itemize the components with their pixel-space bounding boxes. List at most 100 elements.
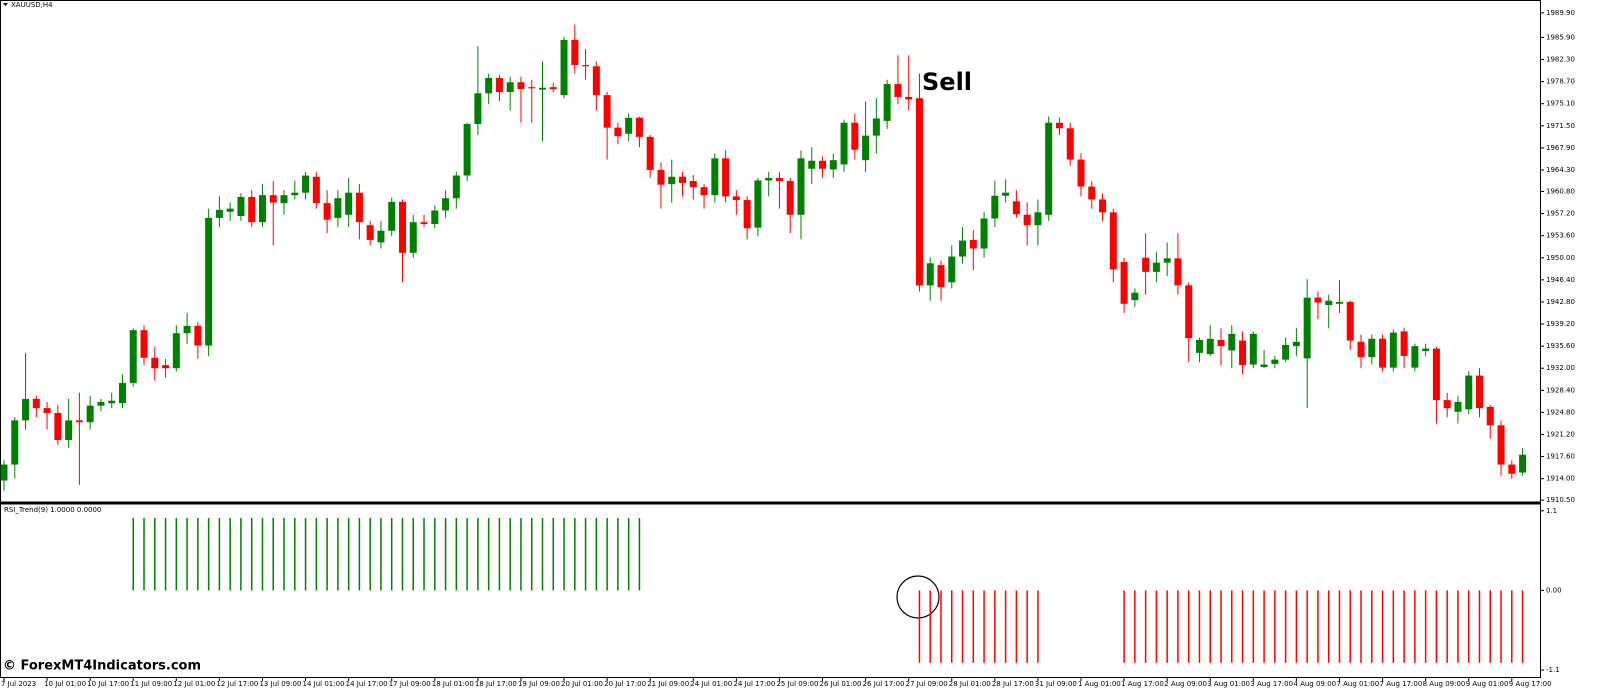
candle-body [775, 177, 783, 182]
candle-body [1002, 192, 1010, 196]
candle-body [592, 66, 600, 96]
candle-body [1195, 339, 1203, 353]
x-tick-label: 31 Jul 09:00 [1035, 680, 1077, 688]
candle-body [108, 400, 116, 404]
candle-body [1228, 333, 1236, 351]
candle-body [345, 192, 353, 215]
candle-body [528, 87, 536, 89]
y-tick-label: 1964.30 [1546, 166, 1575, 174]
candle-body [280, 195, 288, 204]
frame [0, 0, 1541, 678]
candle-body [1034, 212, 1042, 226]
x-tick-label: 12 Jul 17:00 [216, 680, 258, 688]
x-tick-label: 7 Jul 2023 [1, 680, 36, 688]
x-tick-label: 8 Aug 09:00 [1423, 680, 1466, 688]
x-tick-label: 12 Jul 01:00 [173, 680, 215, 688]
candle-body [722, 158, 730, 197]
candle-body [980, 218, 988, 249]
candle-body [1174, 258, 1182, 286]
y-tick-label: 1939.20 [1546, 320, 1575, 328]
candle-body [1475, 375, 1483, 409]
x-tick-label: 24 Jul 17:00 [733, 680, 775, 688]
candle-body [635, 117, 643, 137]
candle-body [43, 408, 51, 414]
candle-body [603, 95, 611, 128]
candle-body [1314, 297, 1322, 303]
candle-body [291, 192, 299, 196]
x-tick-label: 14 Jul 17:00 [346, 680, 388, 688]
candle-body [183, 325, 191, 334]
candle-body [194, 325, 202, 346]
x-tick-label: 26 Jul 01:00 [820, 680, 862, 688]
candle-body [1099, 199, 1107, 213]
x-tick-label: 18 Jul 17:00 [475, 680, 517, 688]
x-tick-label: 19 Jul 09:00 [518, 680, 560, 688]
candle-body [506, 82, 514, 93]
candle-body [366, 225, 374, 240]
candle-body [1325, 300, 1333, 306]
candle-body [334, 198, 342, 218]
candle-body [1077, 159, 1085, 187]
y-tick-label: 1989.90 [1546, 9, 1575, 17]
x-tick-label: 2 Aug 09:00 [1164, 680, 1207, 688]
candle-body [840, 122, 848, 165]
y-tick-label: 1978.70 [1546, 78, 1575, 86]
candle-body [862, 135, 870, 161]
candle-body [1142, 257, 1150, 272]
candle-body [1045, 122, 1053, 215]
candle-body [1012, 201, 1020, 215]
candle-body [65, 420, 73, 441]
candle-body [11, 420, 19, 465]
candle-body [398, 201, 406, 253]
highlight-circle [896, 575, 940, 619]
candle-body [355, 192, 363, 223]
candle-body [829, 160, 837, 170]
y-tick-label: 1910.50 [1546, 496, 1575, 504]
candle-body [205, 217, 213, 346]
x-tick-label: 7 Aug 17:00 [1380, 680, 1423, 688]
y-tick-label: -1.1 [1546, 666, 1560, 674]
candle-body [442, 198, 450, 211]
candle-body [1443, 400, 1451, 409]
candle-body [732, 196, 740, 201]
candle-body [485, 77, 493, 94]
candle-body [32, 398, 40, 409]
candle-body [54, 413, 62, 441]
candle-body [237, 196, 245, 217]
candle-body [86, 405, 94, 423]
x-tick-label: 28 Jul 01:00 [949, 680, 991, 688]
candle-body [140, 330, 148, 358]
candle-body [1346, 301, 1354, 341]
x-tick-label: 21 Jul 09:00 [647, 680, 689, 688]
candle-body [926, 263, 934, 286]
y-tick-label: 1942.80 [1546, 298, 1575, 306]
x-tick-label: 9 Aug 17:00 [1509, 680, 1552, 688]
candle-body [1152, 262, 1160, 272]
candle-body [1185, 285, 1193, 339]
candle-body [786, 181, 794, 215]
y-tick-label: 1921.20 [1546, 430, 1575, 438]
y-tick-label: 1950.00 [1546, 254, 1575, 262]
y-tick-label: 1.1 [1546, 507, 1557, 515]
candle-body [700, 187, 708, 196]
y-tick-label: 0.00 [1546, 586, 1562, 594]
x-tick-label: 4 Aug 09:00 [1293, 680, 1336, 688]
y-tick-label: 1953.60 [1546, 232, 1575, 240]
candle-body [129, 330, 137, 383]
candle-body [937, 265, 945, 288]
candle-body [679, 176, 687, 183]
candle-body [969, 239, 977, 249]
y-tick-label: 1967.90 [1546, 144, 1575, 152]
candle-body [1217, 339, 1225, 347]
y-tick-label: 1971.50 [1546, 122, 1575, 130]
x-tick-label: 18 Jul 01:00 [432, 680, 474, 688]
y-tick-label: 1982.30 [1546, 56, 1575, 64]
candle-body [959, 240, 967, 257]
watermark: © ForexMT4Indicators.com [3, 659, 201, 674]
candle-body [1239, 340, 1247, 366]
candle-body [905, 96, 913, 100]
x-tick-label: 26 Jul 17:00 [863, 680, 905, 688]
x-tick-label: 3 Aug 17:00 [1250, 680, 1293, 688]
candle-body [872, 118, 880, 136]
candle-body [1163, 258, 1171, 263]
